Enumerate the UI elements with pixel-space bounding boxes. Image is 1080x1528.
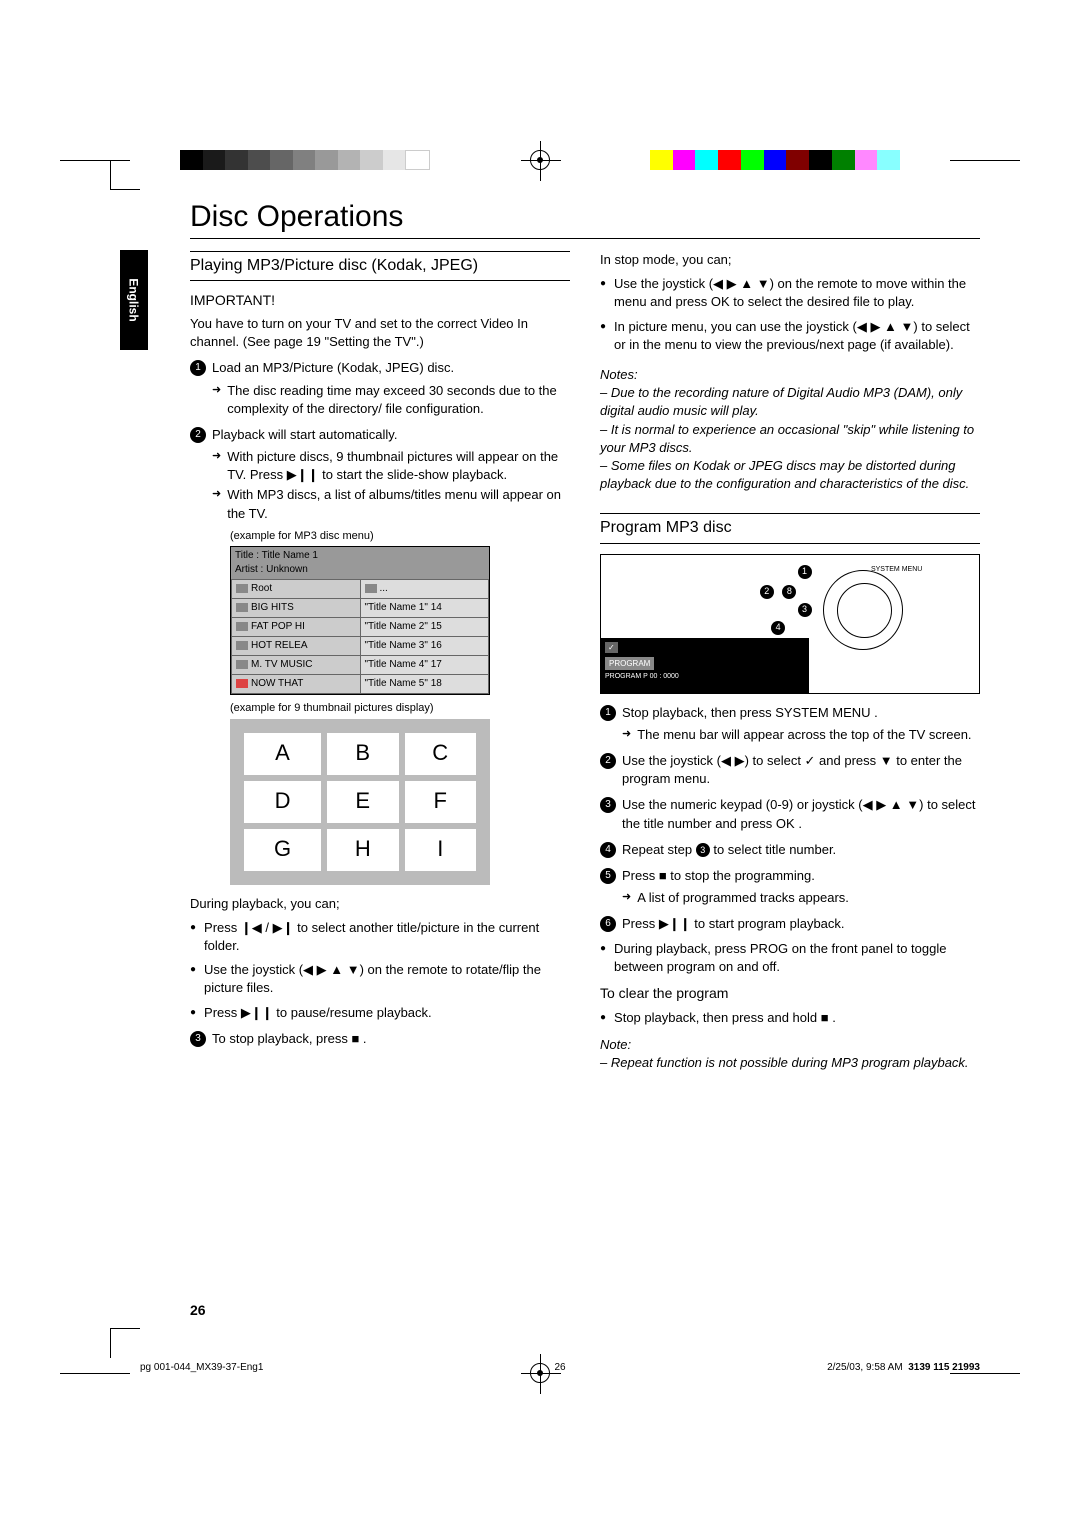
page-number: 26 [190, 1302, 206, 1318]
remote-diagram: 1 2 8 3 4 6 5 SYSTEM MENU ✓ PROGRAM PROG… [600, 554, 980, 694]
mp3-menu-example: Title : Title Name 1Artist : Unknown Roo… [230, 546, 490, 695]
section-heading: Playing MP3/Picture disc (Kodak, JPEG) [190, 251, 570, 281]
clear-heading: To clear the program [600, 984, 980, 1004]
right-column: In stop mode, you can; Use the joystick … [600, 251, 980, 1072]
step-3-icon: 3 [190, 1031, 206, 1047]
thumb-caption: (example for 9 thumbnail pictures displa… [230, 701, 570, 716]
step-1-icon: 1 [190, 360, 206, 376]
thumbnail-grid: ABC DEF GHI [230, 719, 490, 885]
page-title: Disc Operations [190, 200, 980, 239]
color-bar [650, 150, 900, 170]
language-tab: English [120, 250, 148, 350]
left-column: Playing MP3/Picture disc (Kodak, JPEG) I… [190, 251, 570, 1072]
step-2-icon: 2 [190, 427, 206, 443]
page-content: English Disc Operations Playing MP3/Pict… [120, 200, 980, 1328]
grayscale-bar [180, 150, 430, 170]
registration-target [530, 150, 550, 170]
footer: pg 001-044_MX39-37-Eng1 26 2/25/03, 9:58… [140, 1362, 980, 1373]
menu-caption: (example for MP3 disc menu) [230, 529, 570, 544]
important-label: IMPORTANT! [190, 291, 570, 311]
registration-top [0, 140, 1080, 180]
section-heading-2: Program MP3 disc [600, 513, 980, 543]
